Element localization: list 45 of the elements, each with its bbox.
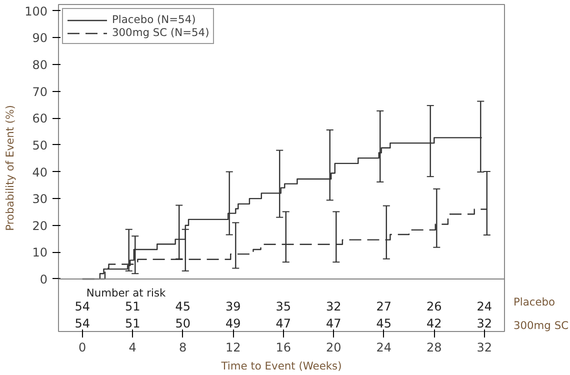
x-tick-label: 28 bbox=[426, 340, 442, 354]
annotation: 47 bbox=[276, 316, 292, 330]
text: 300mg SC bbox=[513, 319, 569, 332]
annotation: 54 bbox=[74, 299, 90, 314]
x-tick-label: 8 bbox=[179, 340, 187, 354]
y-tick-label: 90 bbox=[32, 31, 48, 46]
annotation: 45 bbox=[376, 316, 392, 330]
x-tick-label: 0 bbox=[78, 340, 86, 354]
annotation: 35 bbox=[276, 299, 292, 314]
legend-label: 300mg SC (N=54) bbox=[112, 26, 210, 39]
y-tick-label: 10 bbox=[32, 246, 48, 260]
y-tick-label: 40 bbox=[32, 165, 48, 180]
x-tick-label: 32 bbox=[476, 340, 492, 354]
annotation: 24 bbox=[476, 299, 492, 314]
annotation: 26 bbox=[426, 299, 442, 314]
x-axis-title: Time to Event (Weeks) bbox=[220, 360, 342, 372]
y-tick-label: 50 bbox=[32, 138, 48, 152]
annotation: 45 bbox=[175, 299, 191, 314]
x-tick-label: 12 bbox=[225, 340, 241, 354]
y-tick-label: 0 bbox=[40, 272, 48, 286]
y-tick-label: 100 bbox=[24, 4, 48, 18]
annotation: 39 bbox=[225, 299, 241, 314]
annotation: 50 bbox=[175, 316, 191, 330]
legend-label: Placebo (N=54) bbox=[112, 13, 196, 26]
x-tick-label: 20 bbox=[326, 340, 342, 354]
annotation: 51 bbox=[124, 316, 140, 330]
annotation: Number at risk bbox=[86, 286, 167, 300]
annotation: 49 bbox=[225, 316, 241, 330]
y-tick-label: 30 bbox=[32, 192, 48, 206]
text: Placebo bbox=[513, 295, 556, 308]
annotation: 42 bbox=[426, 316, 442, 330]
y-tick-label: 60 bbox=[32, 112, 48, 126]
annotation: 32 bbox=[476, 316, 492, 330]
x-tick-label: 24 bbox=[376, 340, 392, 354]
x-tick-label: 16 bbox=[276, 340, 292, 354]
annotation: 32 bbox=[326, 299, 342, 314]
annotation: 27 bbox=[376, 299, 392, 314]
annotation: 54 bbox=[74, 316, 90, 330]
y-tick-label: 80 bbox=[32, 58, 48, 72]
annotation: 51 bbox=[124, 299, 140, 314]
y-axis-title: Probability of Event (%) bbox=[4, 105, 17, 231]
y-tick-label: 70 bbox=[32, 84, 48, 99]
annotation: 47 bbox=[326, 316, 342, 330]
y-tick-label: 20 bbox=[32, 218, 48, 233]
x-tick-label: 4 bbox=[128, 340, 136, 354]
